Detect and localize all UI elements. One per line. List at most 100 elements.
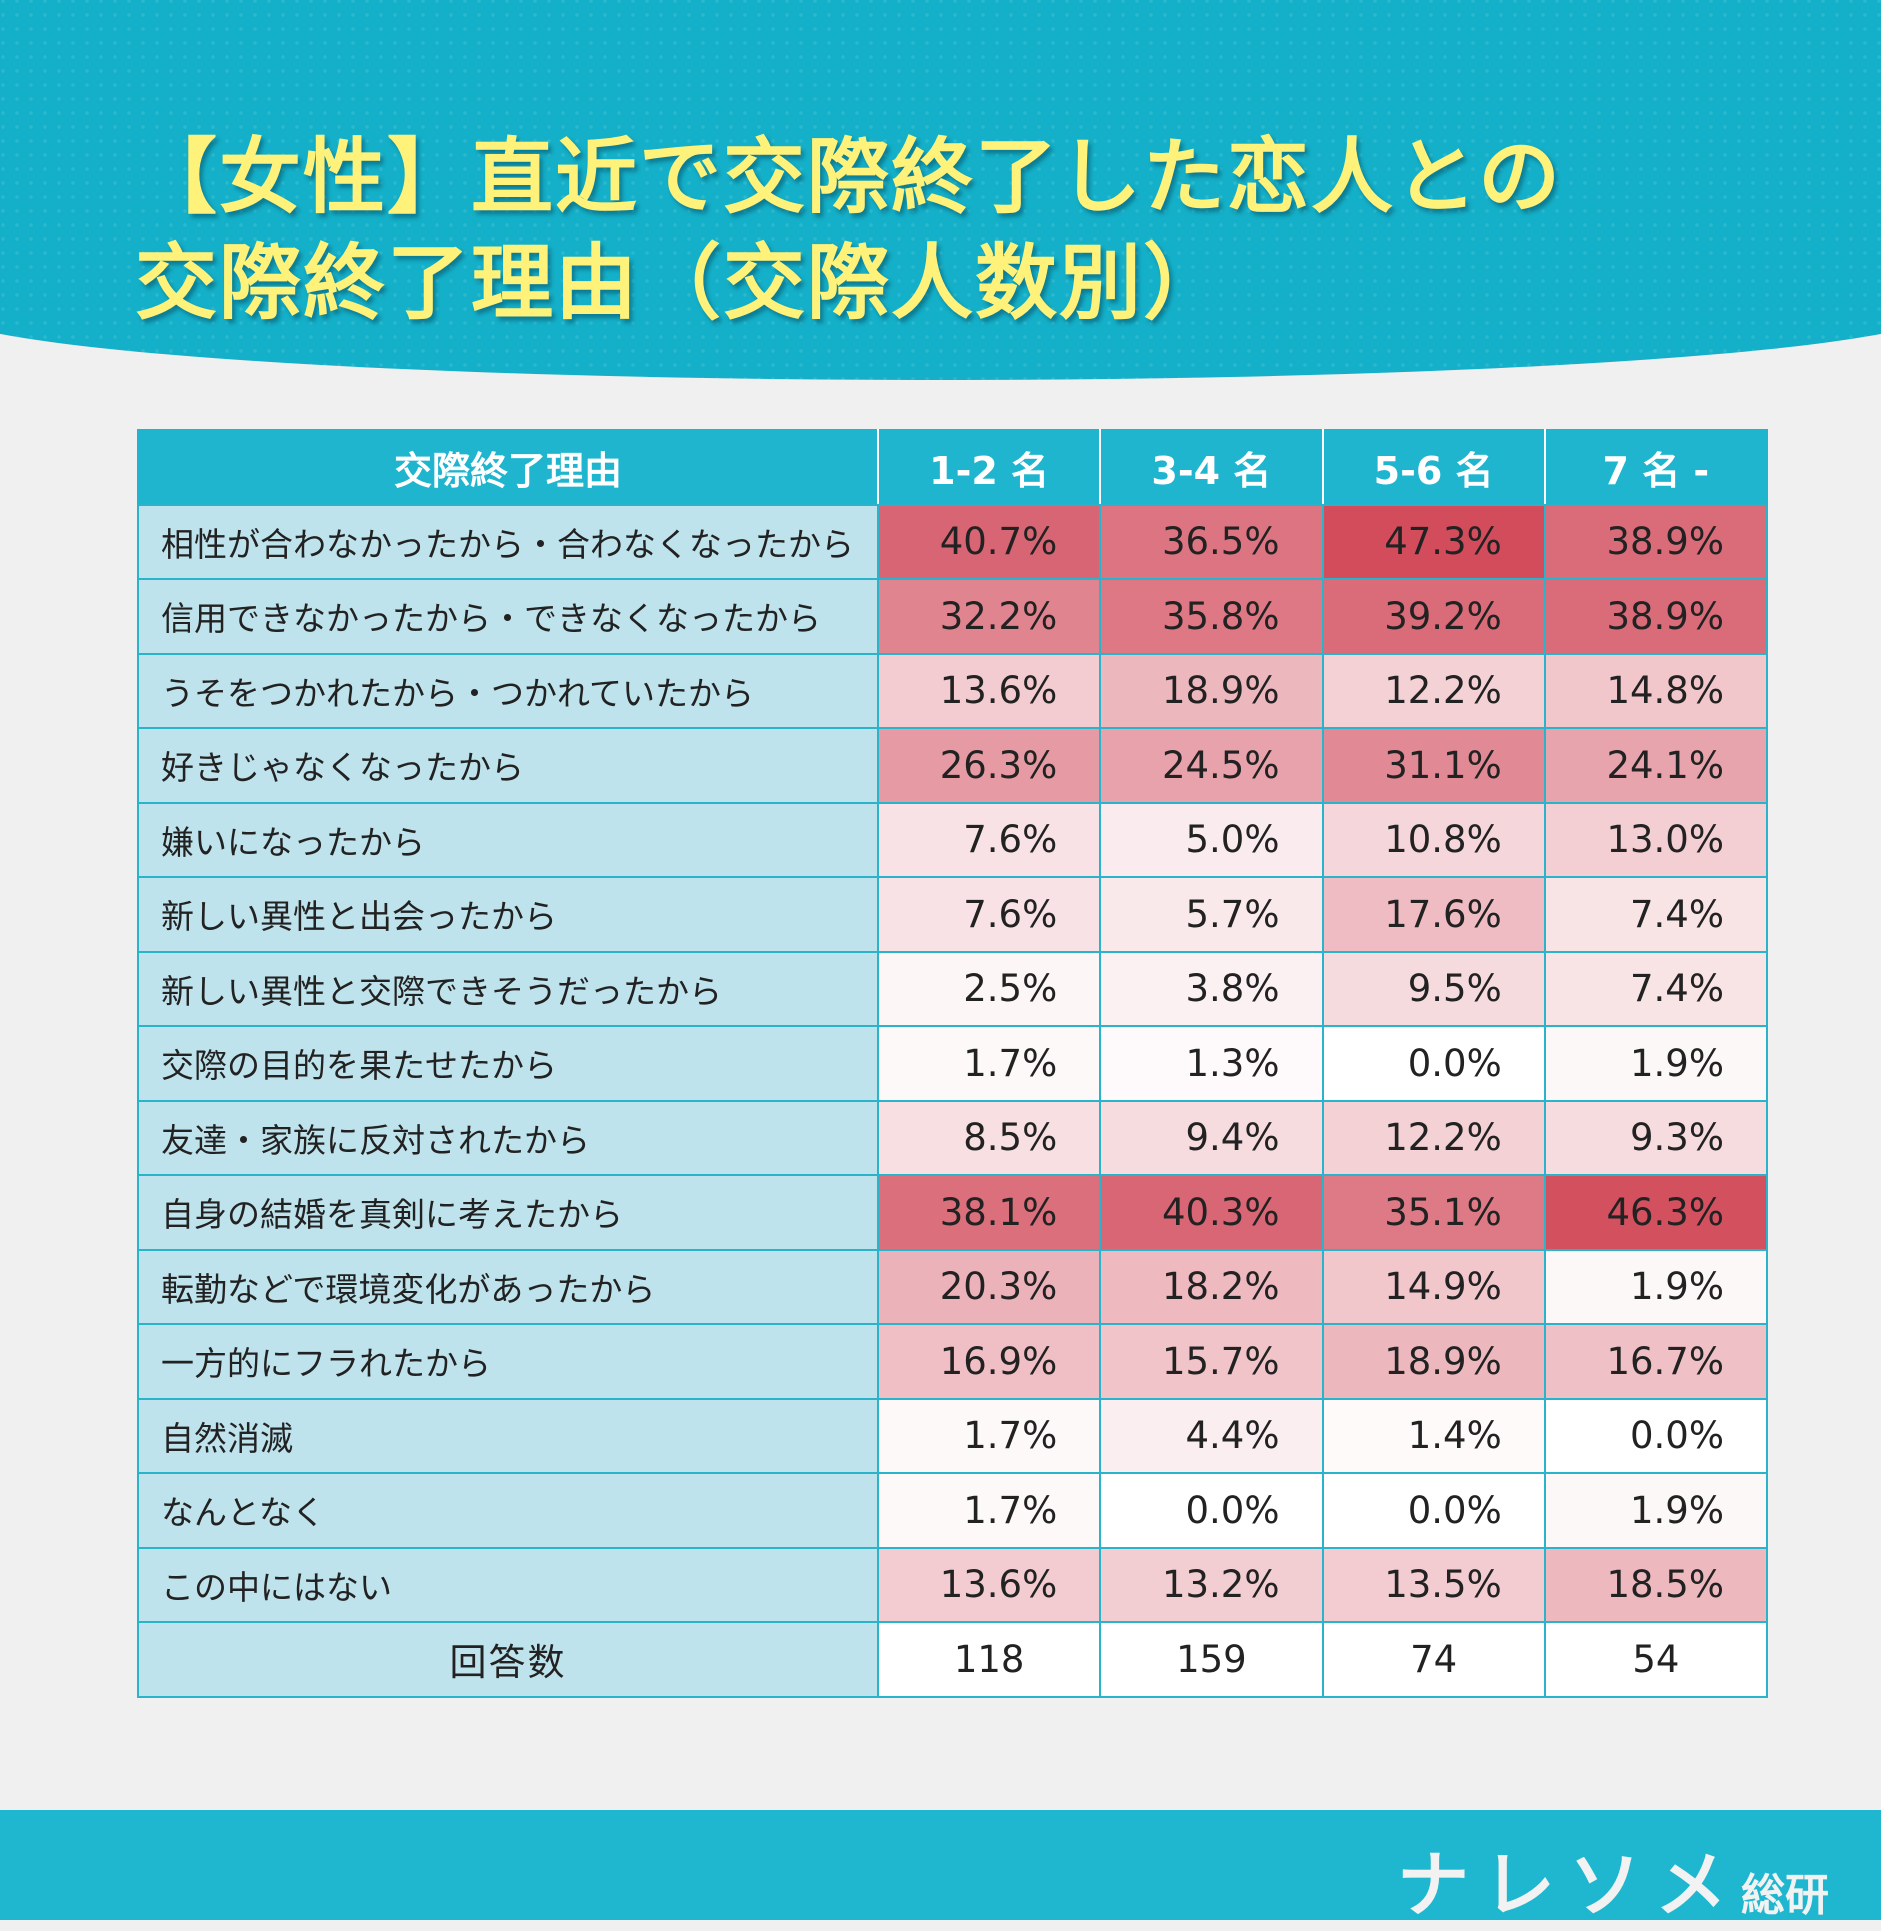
value-cell: 36.5% xyxy=(1099,503,1324,580)
value-cell: 13.2% xyxy=(1099,1546,1324,1623)
value-cell: 1.7% xyxy=(876,1397,1102,1474)
count-cell: 54 xyxy=(1543,1621,1769,1698)
value-cell: 26.3% xyxy=(876,727,1102,804)
table-row: 嫌いになったから 7.6% 5.0% 10.8% 13.0% xyxy=(137,801,1769,878)
value-cell: 5.0% xyxy=(1099,801,1324,878)
column-header: 3-4 名 xyxy=(1099,429,1324,506)
value-cell: 14.9% xyxy=(1321,1248,1546,1325)
logo-main: ナレソメ xyxy=(1396,1843,1741,1927)
table-row: 新しい異性と出会ったから 7.6% 5.7% 17.6% 7.4% xyxy=(137,876,1769,953)
title-line-2: 交際終了理由（交際人数別） xyxy=(135,236,1228,331)
value-cell: 4.4% xyxy=(1099,1397,1324,1474)
table-row: 好きじゃなくなったから 26.3% 24.5% 31.1% 24.1% xyxy=(137,727,1769,804)
value-cell: 13.6% xyxy=(876,652,1102,729)
reason-label: 転勤などで環境変化があったから xyxy=(137,1248,879,1325)
reason-label: この中にはない xyxy=(137,1546,879,1623)
value-cell: 15.7% xyxy=(1099,1323,1324,1400)
brand-logo: ナレソメ総研 xyxy=(1397,1826,1829,1931)
value-cell: 38.1% xyxy=(876,1174,1102,1251)
value-cell: 0.0% xyxy=(1321,1472,1546,1549)
value-cell: 17.6% xyxy=(1321,876,1546,953)
table-row: 新しい異性と交際できそうだったから 2.5% 3.8% 9.5% 7.4% xyxy=(137,950,1769,1027)
value-cell: 7.4% xyxy=(1543,950,1769,1027)
reason-label: 相性が合わなかったから・合わなくなったから xyxy=(137,503,879,580)
value-cell: 40.3% xyxy=(1099,1174,1324,1251)
value-cell: 1.9% xyxy=(1543,1472,1769,1549)
reason-label: 嫌いになったから xyxy=(137,801,879,878)
value-cell: 14.8% xyxy=(1543,652,1769,729)
value-cell: 20.3% xyxy=(876,1248,1102,1325)
count-row: 回答数 118 159 74 54 xyxy=(137,1621,1769,1698)
table-row: 自然消滅 1.7% 4.4% 1.4% 0.0% xyxy=(137,1397,1769,1474)
table-row: 自身の結婚を真剣に考えたから 38.1% 40.3% 35.1% 46.3% xyxy=(137,1174,1769,1251)
reason-label: 新しい異性と出会ったから xyxy=(137,876,879,953)
value-cell: 47.3% xyxy=(1321,503,1546,580)
page-title: 【女性】直近で交際終了した恋人との 交際終了理由（交際人数別） xyxy=(135,125,1562,337)
reason-label: 新しい異性と交際できそうだったから xyxy=(137,950,879,1027)
count-cell: 74 xyxy=(1321,1621,1546,1698)
value-cell: 2.5% xyxy=(876,950,1102,1027)
column-header: 5-6 名 xyxy=(1321,429,1546,506)
table-row: 友達・家族に反対されたから 8.5% 9.4% 12.2% 9.3% xyxy=(137,1099,1769,1176)
column-header: 7 名 - xyxy=(1543,429,1769,506)
value-cell: 0.0% xyxy=(1321,1025,1546,1102)
table-header-row: 交際終了理由 1-2 名 3-4 名 5-6 名 7 名 - xyxy=(137,429,1769,506)
count-label: 回答数 xyxy=(137,1621,879,1698)
value-cell: 0.0% xyxy=(1099,1472,1324,1549)
value-cell: 35.1% xyxy=(1321,1174,1546,1251)
value-cell: 16.9% xyxy=(876,1323,1102,1400)
value-cell: 38.9% xyxy=(1543,578,1769,655)
value-cell: 9.5% xyxy=(1321,950,1546,1027)
value-cell: 3.8% xyxy=(1099,950,1324,1027)
value-cell: 7.6% xyxy=(876,876,1102,953)
value-cell: 9.3% xyxy=(1543,1099,1769,1176)
value-cell: 12.2% xyxy=(1321,652,1546,729)
table-row: 転勤などで環境変化があったから 20.3% 18.2% 14.9% 1.9% xyxy=(137,1248,1769,1325)
footer-bar: ナレソメ総研 xyxy=(0,1810,1881,1927)
value-cell: 7.6% xyxy=(876,801,1102,878)
value-cell: 1.3% xyxy=(1099,1025,1324,1102)
table-row: うそをつかれたから・つかれていたから 13.6% 18.9% 12.2% 14.8% xyxy=(137,652,1769,729)
table-row: 相性が合わなかったから・合わなくなったから 40.7% 36.5% 47.3% 38.9… xyxy=(137,503,1769,580)
value-cell: 35.8% xyxy=(1099,578,1324,655)
value-cell: 18.9% xyxy=(1321,1323,1546,1400)
table-row: 交際の目的を果たせたから 1.7% 1.3% 0.0% 1.9% xyxy=(137,1025,1769,1102)
value-cell: 7.4% xyxy=(1543,876,1769,953)
value-cell: 8.5% xyxy=(876,1099,1102,1176)
reason-label: 自身の結婚を真剣に考えたから xyxy=(137,1174,879,1251)
column-header: 1-2 名 xyxy=(876,429,1102,506)
column-header: 交際終了理由 xyxy=(137,429,879,506)
value-cell: 24.1% xyxy=(1543,727,1769,804)
table-row: 信用できなかったから・できなくなったから 32.2% 35.8% 39.2% 38.9% xyxy=(137,578,1769,655)
value-cell: 5.7% xyxy=(1099,876,1324,953)
value-cell: 16.7% xyxy=(1543,1323,1769,1400)
count-cell: 159 xyxy=(1099,1621,1324,1698)
value-cell: 31.1% xyxy=(1321,727,1546,804)
reason-label: 好きじゃなくなったから xyxy=(137,727,879,804)
title-line-1: 【女性】直近で交際終了した恋人との xyxy=(135,130,1563,225)
value-cell: 24.5% xyxy=(1099,727,1324,804)
value-cell: 32.2% xyxy=(876,578,1102,655)
reason-label: 一方的にフラれたから xyxy=(137,1323,879,1400)
value-cell: 46.3% xyxy=(1543,1174,1769,1251)
reason-label: うそをつかれたから・つかれていたから xyxy=(137,652,879,729)
value-cell: 12.2% xyxy=(1321,1099,1546,1176)
table-row: なんとなく 1.7% 0.0% 0.0% 1.9% xyxy=(137,1472,1769,1549)
reason-label: 友達・家族に反対されたから xyxy=(137,1099,879,1176)
value-cell: 0.0% xyxy=(1543,1397,1769,1474)
table-row: 一方的にフラれたから 16.9% 15.7% 18.9% 16.7% xyxy=(137,1323,1769,1400)
count-cell: 118 xyxy=(876,1621,1102,1698)
value-cell: 13.5% xyxy=(1321,1546,1546,1623)
value-cell: 1.9% xyxy=(1543,1248,1769,1325)
table-row: この中にはない 13.6% 13.2% 13.5% 18.5% xyxy=(137,1546,1769,1623)
reason-label: なんとなく xyxy=(137,1472,879,1549)
reason-label: 自然消滅 xyxy=(137,1397,879,1474)
value-cell: 38.9% xyxy=(1543,503,1769,580)
value-cell: 10.8% xyxy=(1321,801,1546,878)
value-cell: 1.9% xyxy=(1543,1025,1769,1102)
value-cell: 18.5% xyxy=(1543,1546,1769,1623)
value-cell: 13.0% xyxy=(1543,801,1769,878)
value-cell: 39.2% xyxy=(1321,578,1546,655)
value-cell: 40.7% xyxy=(876,503,1102,580)
value-cell: 18.2% xyxy=(1099,1248,1324,1325)
